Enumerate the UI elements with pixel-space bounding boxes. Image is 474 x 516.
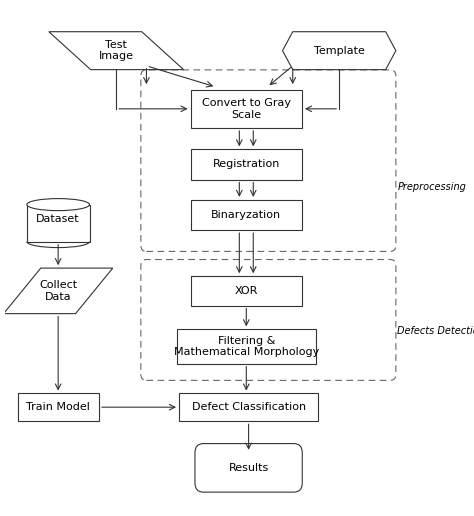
Text: Results: Results [228, 463, 269, 473]
Text: Binaryzation: Binaryzation [211, 210, 282, 220]
Bar [191, 200, 302, 230]
PathPatch shape [283, 31, 396, 70]
Text: Collect
Data: Collect Data [39, 280, 77, 302]
Text: Preprocessing: Preprocessing [397, 182, 466, 192]
Bar [191, 90, 302, 128]
Bar [18, 393, 99, 421]
Text: Test
Image: Test Image [99, 40, 134, 61]
Text: Convert to Gray
Scale: Convert to Gray Scale [202, 98, 291, 120]
Polygon shape [4, 268, 113, 314]
Text: Defects Detection: Defects Detection [397, 326, 474, 336]
Bar [191, 276, 302, 305]
Text: Defect Classification: Defect Classification [191, 402, 306, 412]
Text: Train Model: Train Model [26, 402, 90, 412]
Bar [191, 149, 302, 180]
Bar [177, 329, 316, 364]
Text: Filtering &
Mathematical Morphology: Filtering & Mathematical Morphology [173, 336, 319, 357]
Ellipse shape [27, 199, 90, 211]
Text: XOR: XOR [235, 286, 258, 296]
Bar [27, 205, 90, 241]
Text: Template: Template [314, 46, 365, 56]
Polygon shape [49, 31, 183, 70]
Bar [179, 393, 319, 421]
FancyBboxPatch shape [195, 444, 302, 492]
Text: Dataset: Dataset [36, 214, 80, 224]
Text: Registration: Registration [213, 159, 280, 169]
